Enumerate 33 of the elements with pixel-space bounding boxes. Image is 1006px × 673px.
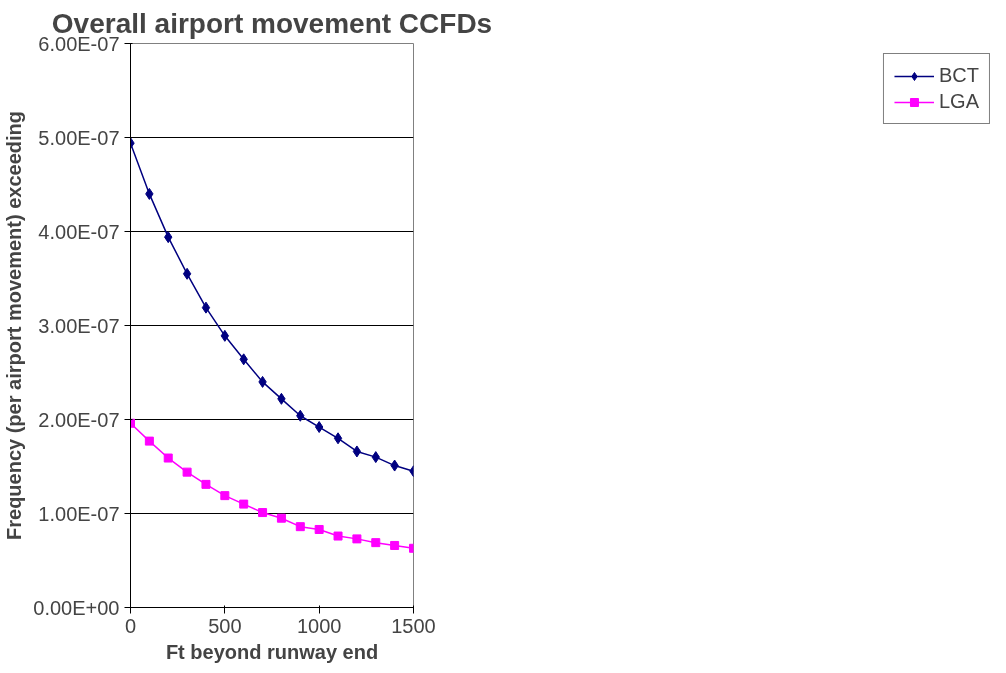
legend-label: LGA	[938, 90, 979, 113]
point	[295, 522, 305, 532]
point	[182, 467, 192, 477]
point	[333, 531, 343, 541]
x-tick-label: 0	[124, 614, 137, 637]
point	[163, 453, 173, 463]
point	[352, 534, 362, 544]
point	[276, 513, 286, 523]
point	[314, 524, 324, 534]
point	[144, 436, 154, 446]
point	[201, 301, 211, 314]
point	[201, 479, 211, 489]
point	[371, 538, 381, 548]
y-tick-label: 1.00E-07	[38, 502, 120, 525]
x-axis-title: Ft beyond runway end	[165, 640, 379, 663]
point	[239, 499, 249, 509]
point	[352, 445, 362, 458]
y-tick-label: 3.00E-07	[38, 314, 120, 337]
point	[390, 540, 400, 550]
point	[258, 508, 268, 518]
point	[333, 432, 343, 445]
legend-label: BCT	[938, 64, 979, 87]
point	[220, 491, 230, 501]
y-axis-title: Frequency (per airport movement) exceeding	[3, 110, 26, 540]
y-tick-label: 6.00E-07	[38, 32, 120, 55]
point	[182, 267, 192, 280]
x-tick-label: 1000	[296, 614, 342, 637]
y-tick-label: 5.00E-07	[38, 126, 120, 149]
y-tick-label: 4.00E-07	[38, 220, 120, 243]
x-tick-label: 500	[208, 614, 242, 637]
x-tick-label: 1500	[391, 614, 436, 637]
y-tick-label: 0.00E+00	[33, 596, 120, 619]
y-tick-label: 2.00E-07	[38, 408, 120, 431]
